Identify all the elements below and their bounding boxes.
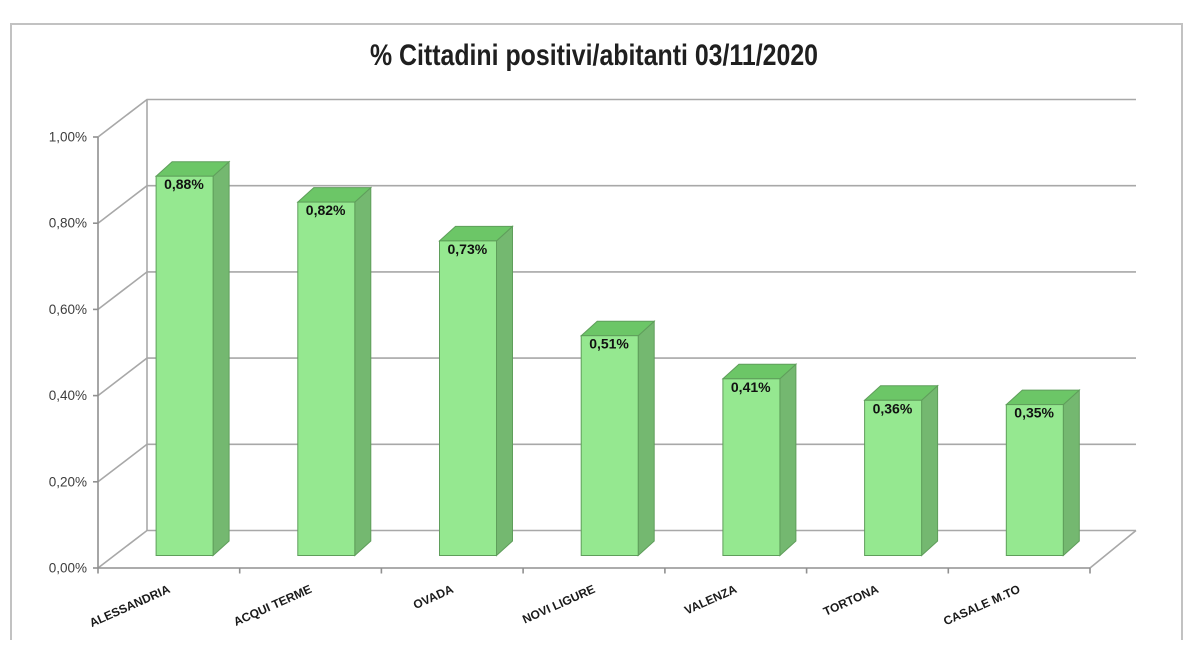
svg-text:0,41%: 0,41%: [731, 379, 771, 395]
svg-text:0,20%: 0,20%: [49, 474, 87, 489]
svg-text:0,51%: 0,51%: [589, 336, 629, 352]
svg-text:0,80%: 0,80%: [49, 216, 87, 231]
svg-text:1,00%: 1,00%: [49, 130, 87, 145]
svg-text:0,40%: 0,40%: [49, 388, 87, 403]
svg-text:0,36%: 0,36%: [873, 400, 913, 416]
svg-text:0,60%: 0,60%: [49, 302, 87, 317]
svg-text:0,88%: 0,88%: [164, 176, 204, 192]
svg-text:0,00%: 0,00%: [49, 561, 87, 576]
svg-text:0,82%: 0,82%: [306, 202, 346, 218]
svg-text:% Cittadini positivi/abitanti: % Cittadini positivi/abitanti 03/11/2020: [370, 39, 818, 72]
svg-text:0,73%: 0,73%: [448, 241, 488, 257]
svg-text:0,35%: 0,35%: [1014, 405, 1054, 421]
